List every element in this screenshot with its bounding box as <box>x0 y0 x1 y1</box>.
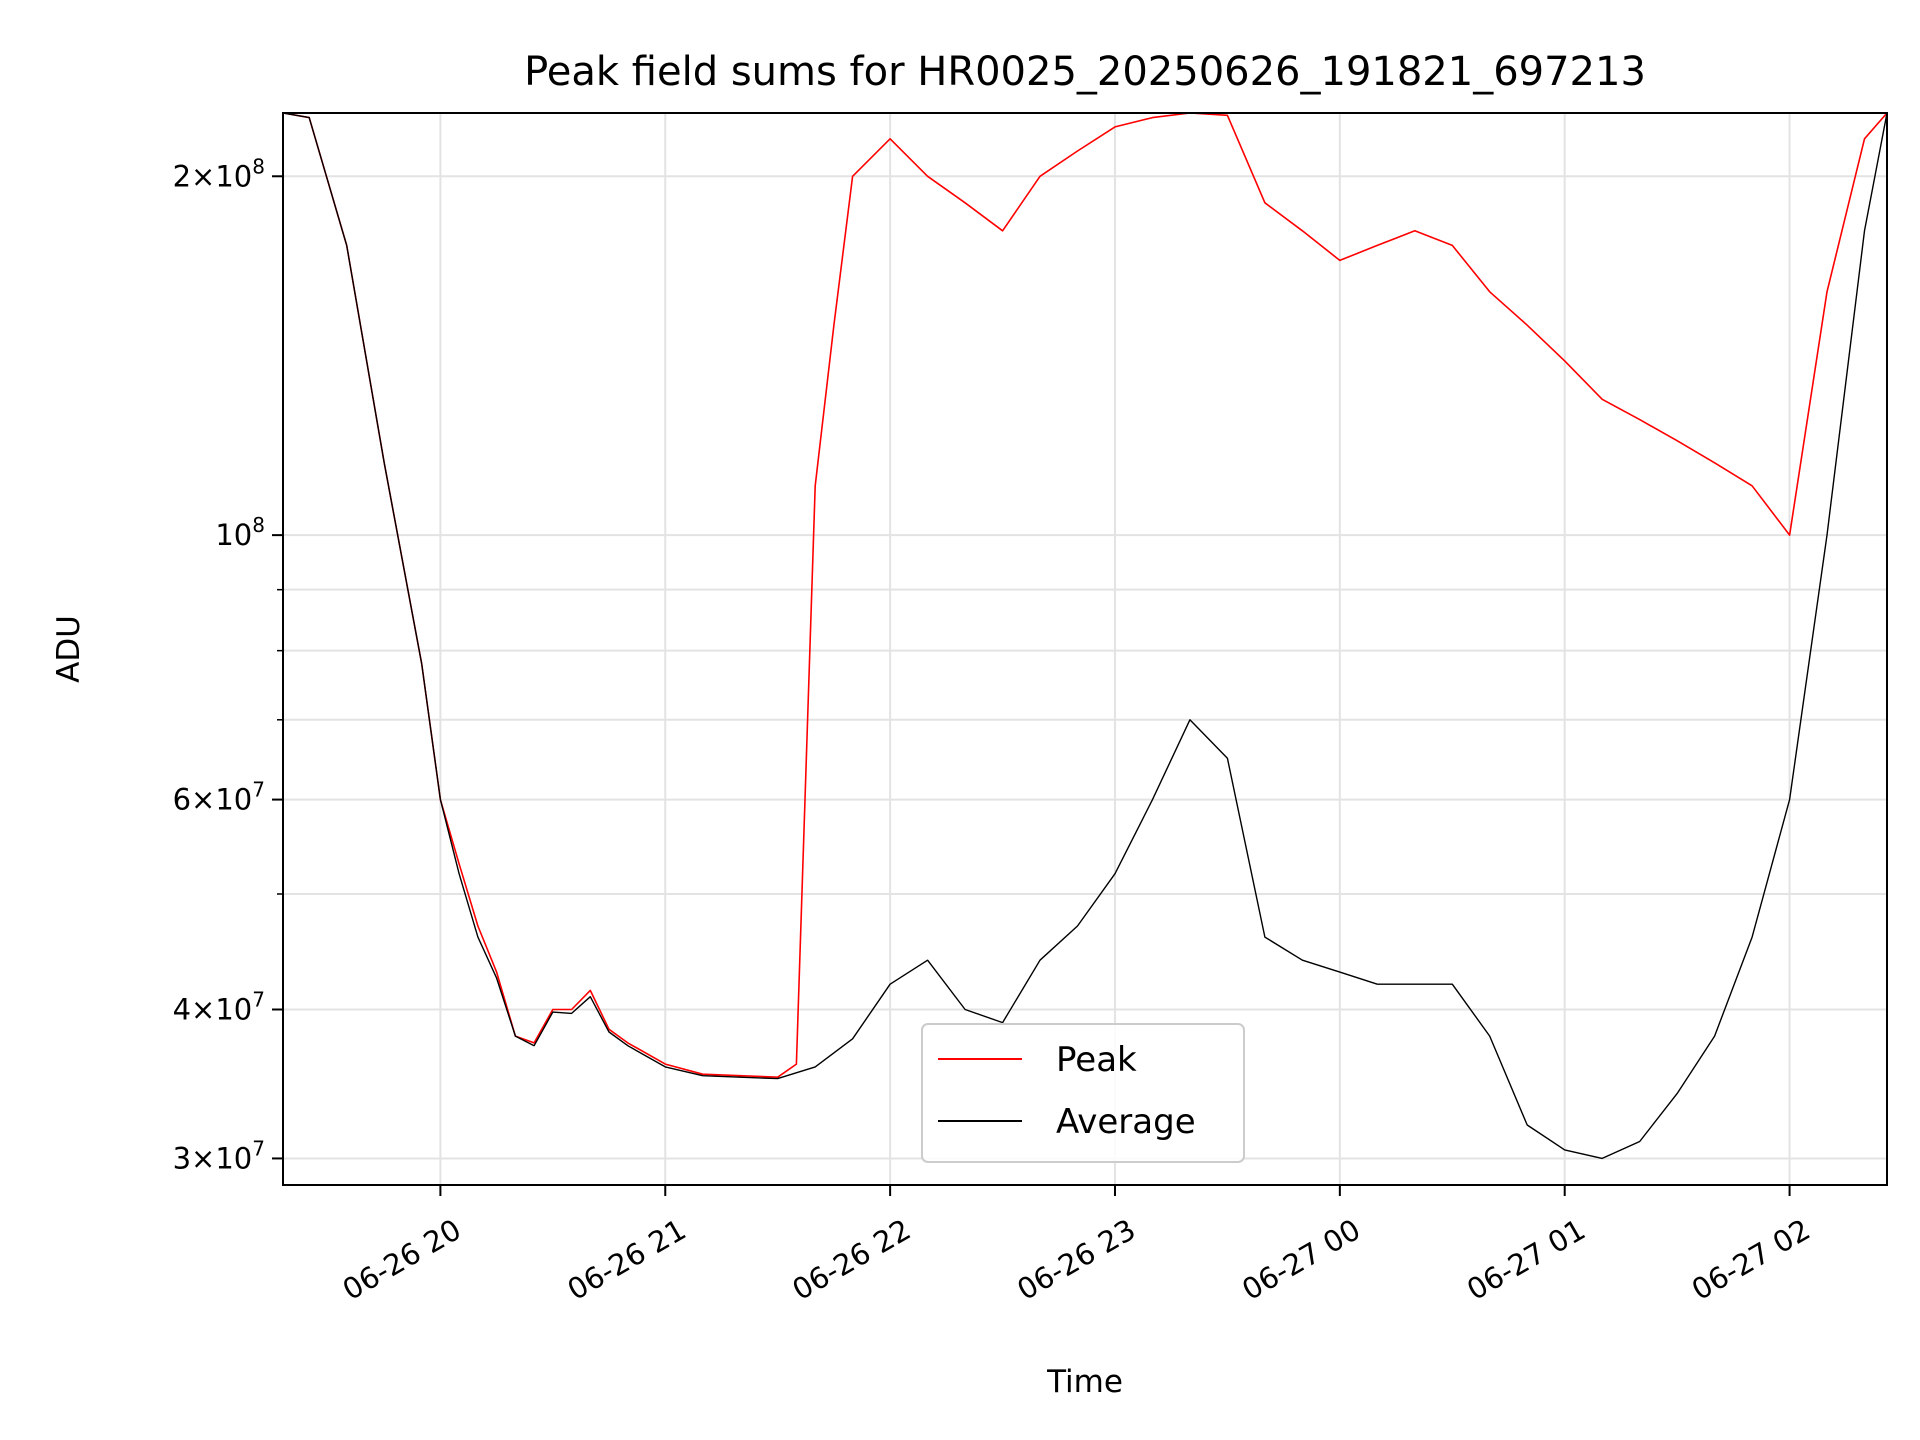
legend-label-peak: Peak <box>1056 1040 1137 1080</box>
grid <box>283 113 1887 1185</box>
y-tick-label: 108 <box>215 513 265 552</box>
series-line-peak <box>283 113 1887 1078</box>
legend: Peak Average <box>921 1023 1245 1163</box>
chart-title: Peak field sums for HR0025_20250626_1918… <box>524 49 1646 95</box>
series-layer <box>283 113 1887 1160</box>
series-line-average <box>283 113 1887 1160</box>
x-axis-label: Time <box>1046 1364 1123 1400</box>
y-tick-label: 6×107 <box>173 778 265 817</box>
y-tick-label: 2×108 <box>173 154 265 193</box>
y-axis-label: ADU <box>51 615 87 683</box>
legend-label-average: Average <box>1056 1102 1196 1142</box>
y-tick-label: 3×107 <box>173 1136 265 1175</box>
plot-frame <box>282 112 1888 1186</box>
y-tick-label: 4×107 <box>173 988 265 1027</box>
